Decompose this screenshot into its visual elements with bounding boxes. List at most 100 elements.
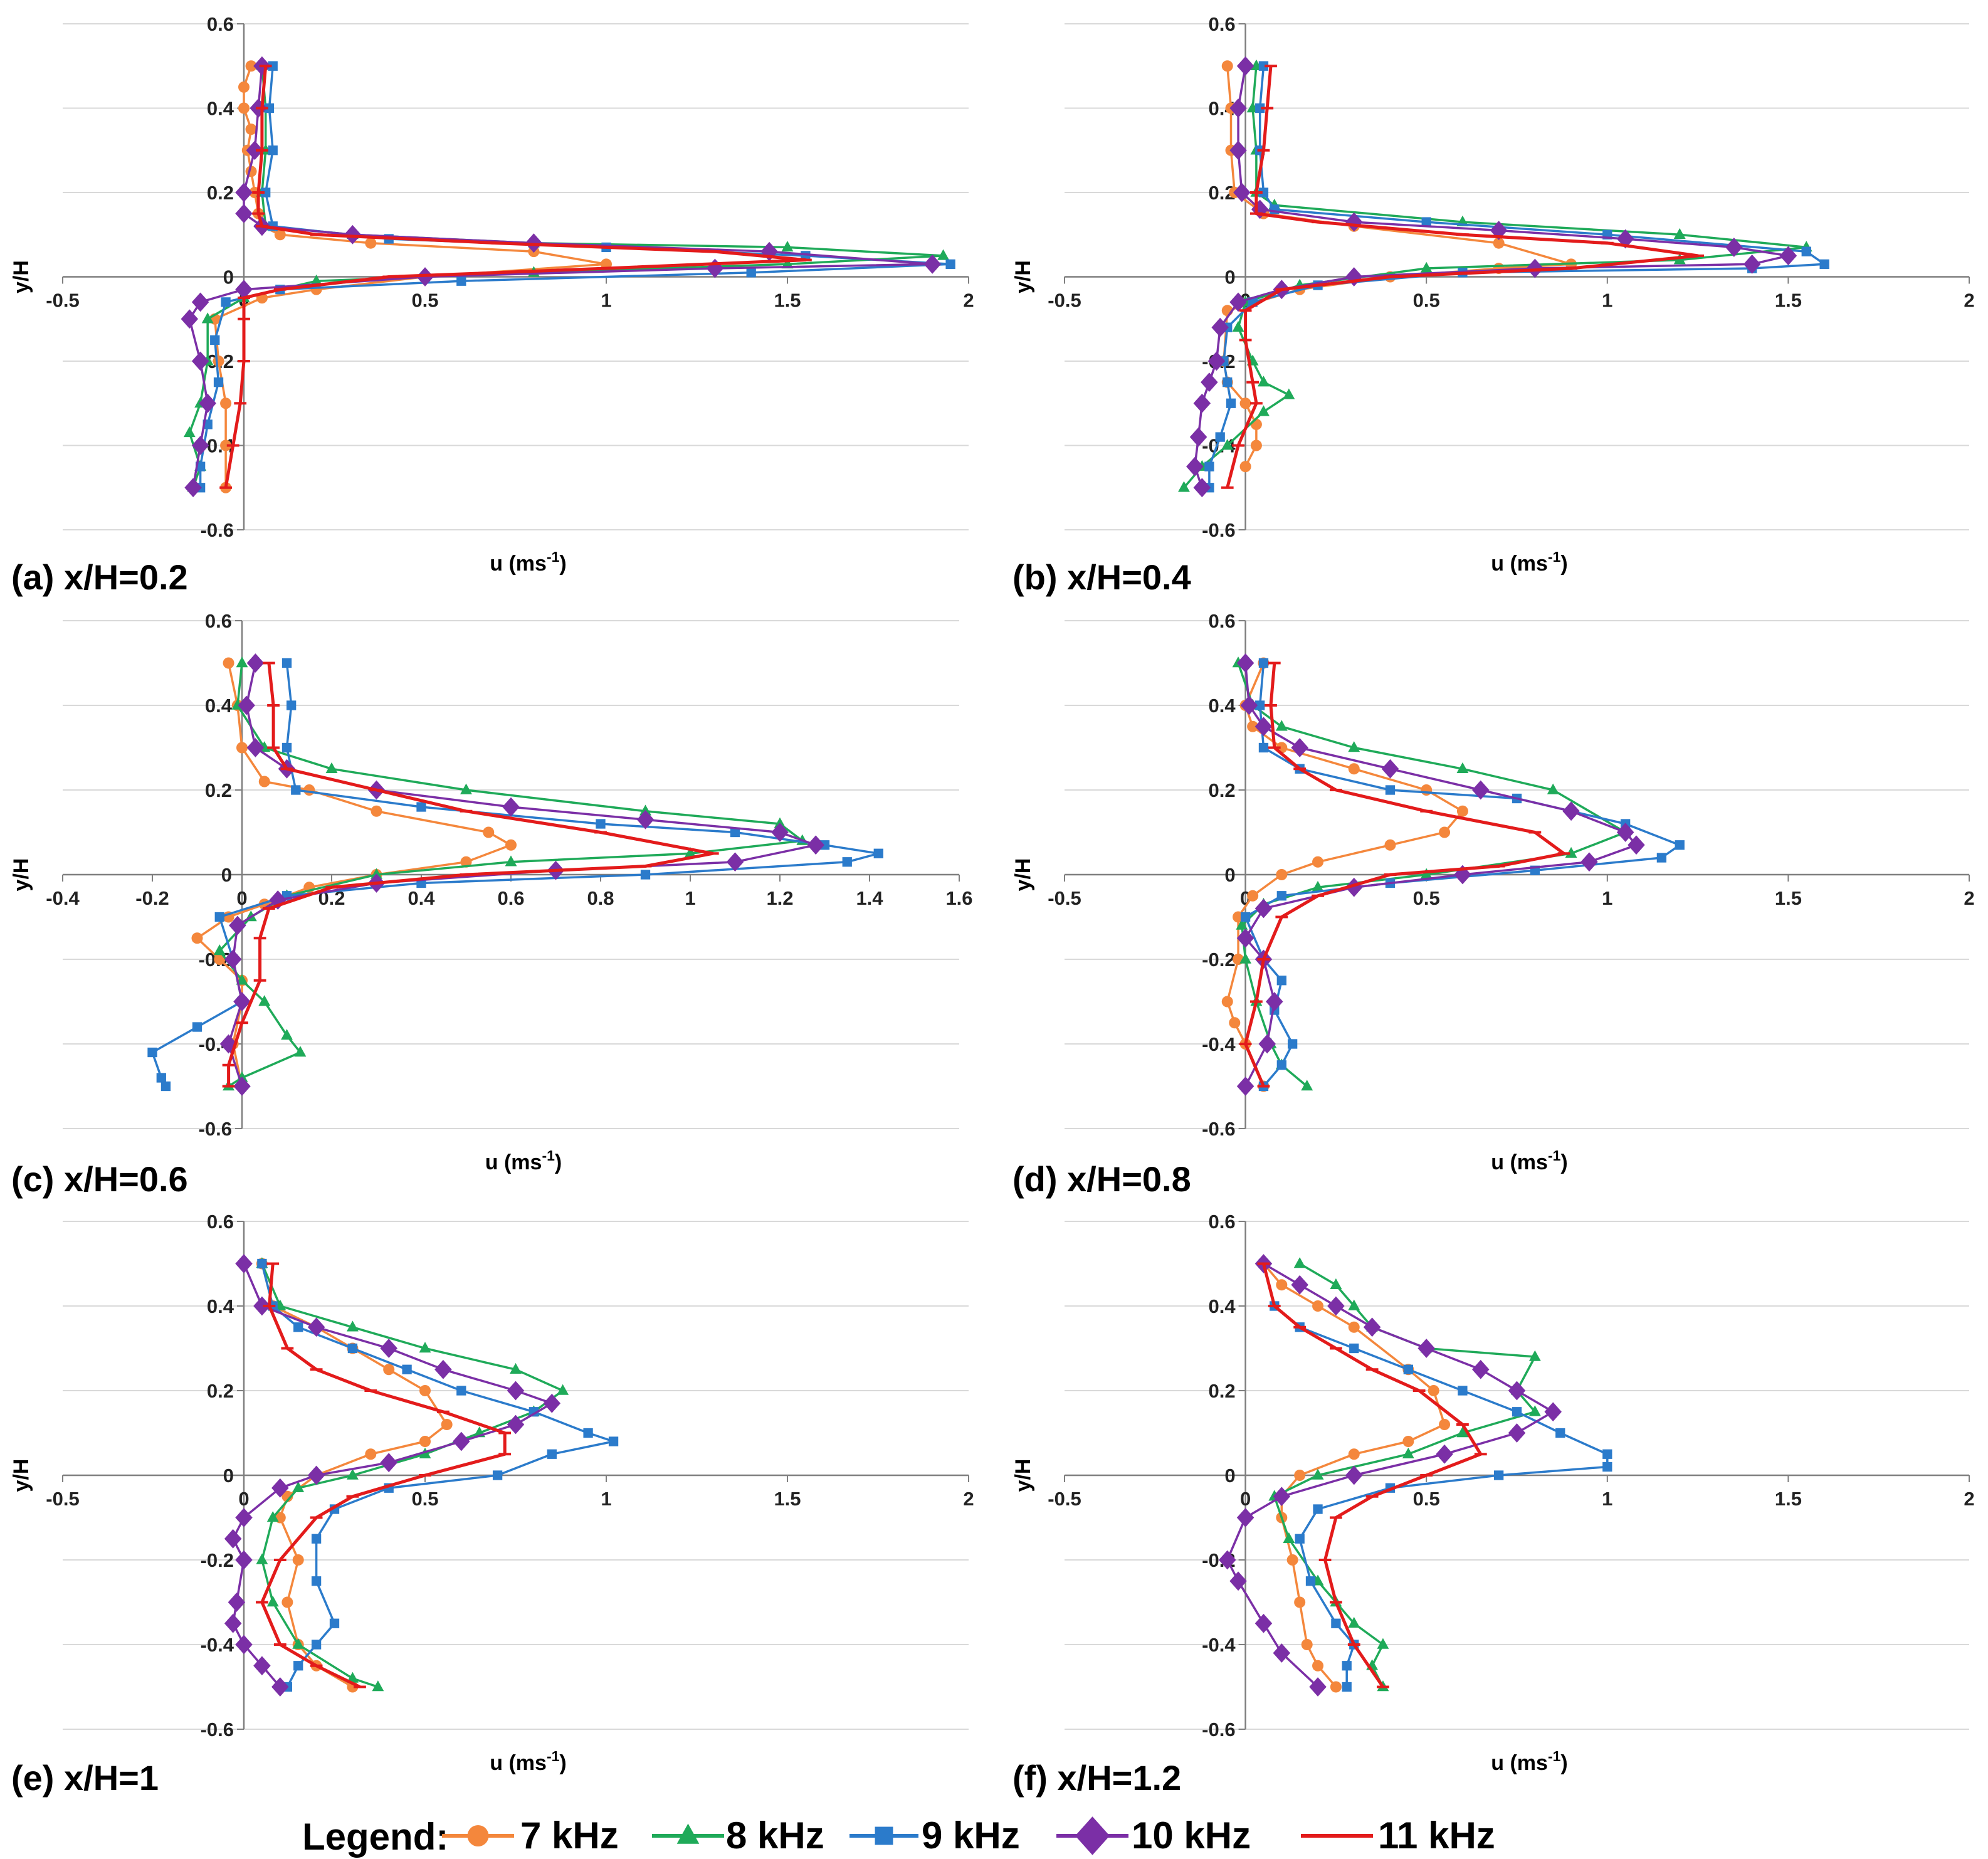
data-point [1526, 258, 1544, 278]
data-point [287, 700, 297, 710]
series [1221, 65, 1704, 489]
data-point [937, 249, 949, 260]
series-line [151, 663, 880, 1087]
data-point [268, 61, 278, 71]
x-axis-label: u (ms-1) [490, 1748, 566, 1775]
data-point [1229, 140, 1247, 161]
panel-label: (f) x/H=1.2 [1012, 1758, 1181, 1798]
data-point [1436, 1444, 1453, 1464]
data-point [1385, 785, 1396, 795]
data-point [510, 1362, 522, 1374]
data-point [307, 1465, 325, 1485]
data-point [1330, 1278, 1342, 1289]
data-point [608, 1436, 619, 1446]
x-tick-label: 1 [1602, 887, 1612, 909]
y-tick-label: 0.6 [205, 610, 232, 632]
series [1239, 661, 1570, 1088]
data-point [1309, 1677, 1327, 1697]
data-point [1562, 801, 1580, 821]
panel-label: (b) x/H=0.4 [1012, 557, 1191, 597]
data-point [310, 274, 323, 285]
data-point [1236, 56, 1254, 76]
data-point [1295, 1534, 1305, 1544]
x-tick-label: 0 [238, 1488, 249, 1510]
x-axis-label: u (ms-1) [1491, 549, 1567, 576]
legend-marker [875, 1826, 893, 1845]
data-point [191, 932, 203, 944]
data-point [281, 658, 292, 668]
x-tick-label: 2 [963, 290, 974, 312]
data-point [1258, 742, 1269, 753]
data-point [1743, 254, 1761, 274]
data-point [1273, 1487, 1291, 1507]
data-point [746, 268, 756, 278]
data-point [434, 1359, 452, 1379]
x-tick-label: -0.5 [46, 290, 79, 312]
x-axis-label: u (ms-1) [490, 549, 566, 576]
legend-label: 10 kHz [1132, 1814, 1251, 1856]
data-point [380, 1339, 397, 1358]
data-point [1276, 1060, 1286, 1070]
data-point [258, 776, 270, 787]
x-tick-label: 0.5 [1413, 887, 1440, 909]
data-point [1236, 1508, 1254, 1527]
y-tick-label: 0.2 [1208, 779, 1235, 801]
data-point [220, 398, 232, 409]
data-point [160, 1081, 171, 1092]
data-point [402, 1364, 412, 1374]
data-point [460, 783, 472, 794]
legend-entry: 7 kHz [442, 1814, 619, 1856]
data-point [235, 280, 253, 300]
data-point [502, 797, 520, 817]
data-point [1236, 1077, 1254, 1096]
data-point [547, 1449, 557, 1459]
x-axis-label-base: u (ms [1491, 552, 1548, 576]
data-point [235, 204, 253, 224]
x-axis-label-close: ) [559, 1751, 566, 1775]
panel-label: (a) x/H=0.2 [11, 557, 188, 597]
data-point [1348, 741, 1360, 752]
data-point [1273, 1643, 1291, 1663]
data-point [213, 377, 224, 387]
data-point [1258, 405, 1270, 416]
panel-label: (c) x/H=0.6 [11, 1159, 188, 1199]
y-tick-label: 0.2 [207, 1380, 234, 1402]
data-point [1512, 1407, 1522, 1417]
data-point [1456, 805, 1468, 817]
data-point [419, 1436, 431, 1447]
x-axis-label-base: u (ms [490, 1751, 547, 1775]
data-point [246, 140, 264, 161]
data-point [596, 819, 606, 829]
data-point [1223, 377, 1233, 387]
data-point [1348, 1616, 1360, 1628]
x-axis-label-sup: -1 [547, 1748, 560, 1764]
y-tick-label: -0.6 [199, 1118, 232, 1140]
x-axis-label-close: ) [555, 1151, 562, 1174]
data-point [1229, 98, 1247, 118]
data-point [1313, 1504, 1323, 1514]
data-point [292, 1481, 305, 1492]
y-axis-label: y/H [9, 858, 33, 892]
data-point [1565, 846, 1577, 858]
data-point [1221, 60, 1233, 72]
x-tick-label: 1 [601, 290, 611, 312]
data-point [266, 1596, 279, 1607]
x-tick-label: 1 [1602, 290, 1612, 312]
x-axis-label-sup: -1 [1548, 1147, 1561, 1164]
data-point [684, 846, 697, 858]
data-point [1348, 763, 1360, 775]
series [1186, 56, 1797, 498]
legend-marker [676, 1823, 700, 1844]
data-point [292, 1638, 305, 1649]
data-point [1255, 103, 1265, 113]
data-point [1602, 1461, 1612, 1472]
data-point [1801, 246, 1811, 256]
data-point [1312, 1468, 1324, 1480]
y-tick-label: 0.2 [1208, 1380, 1235, 1402]
y-tick-label: -0.6 [201, 1719, 234, 1741]
data-point [1602, 1449, 1612, 1459]
data-point [307, 1317, 325, 1337]
data-point [1439, 826, 1451, 838]
data-point [1342, 1682, 1352, 1692]
